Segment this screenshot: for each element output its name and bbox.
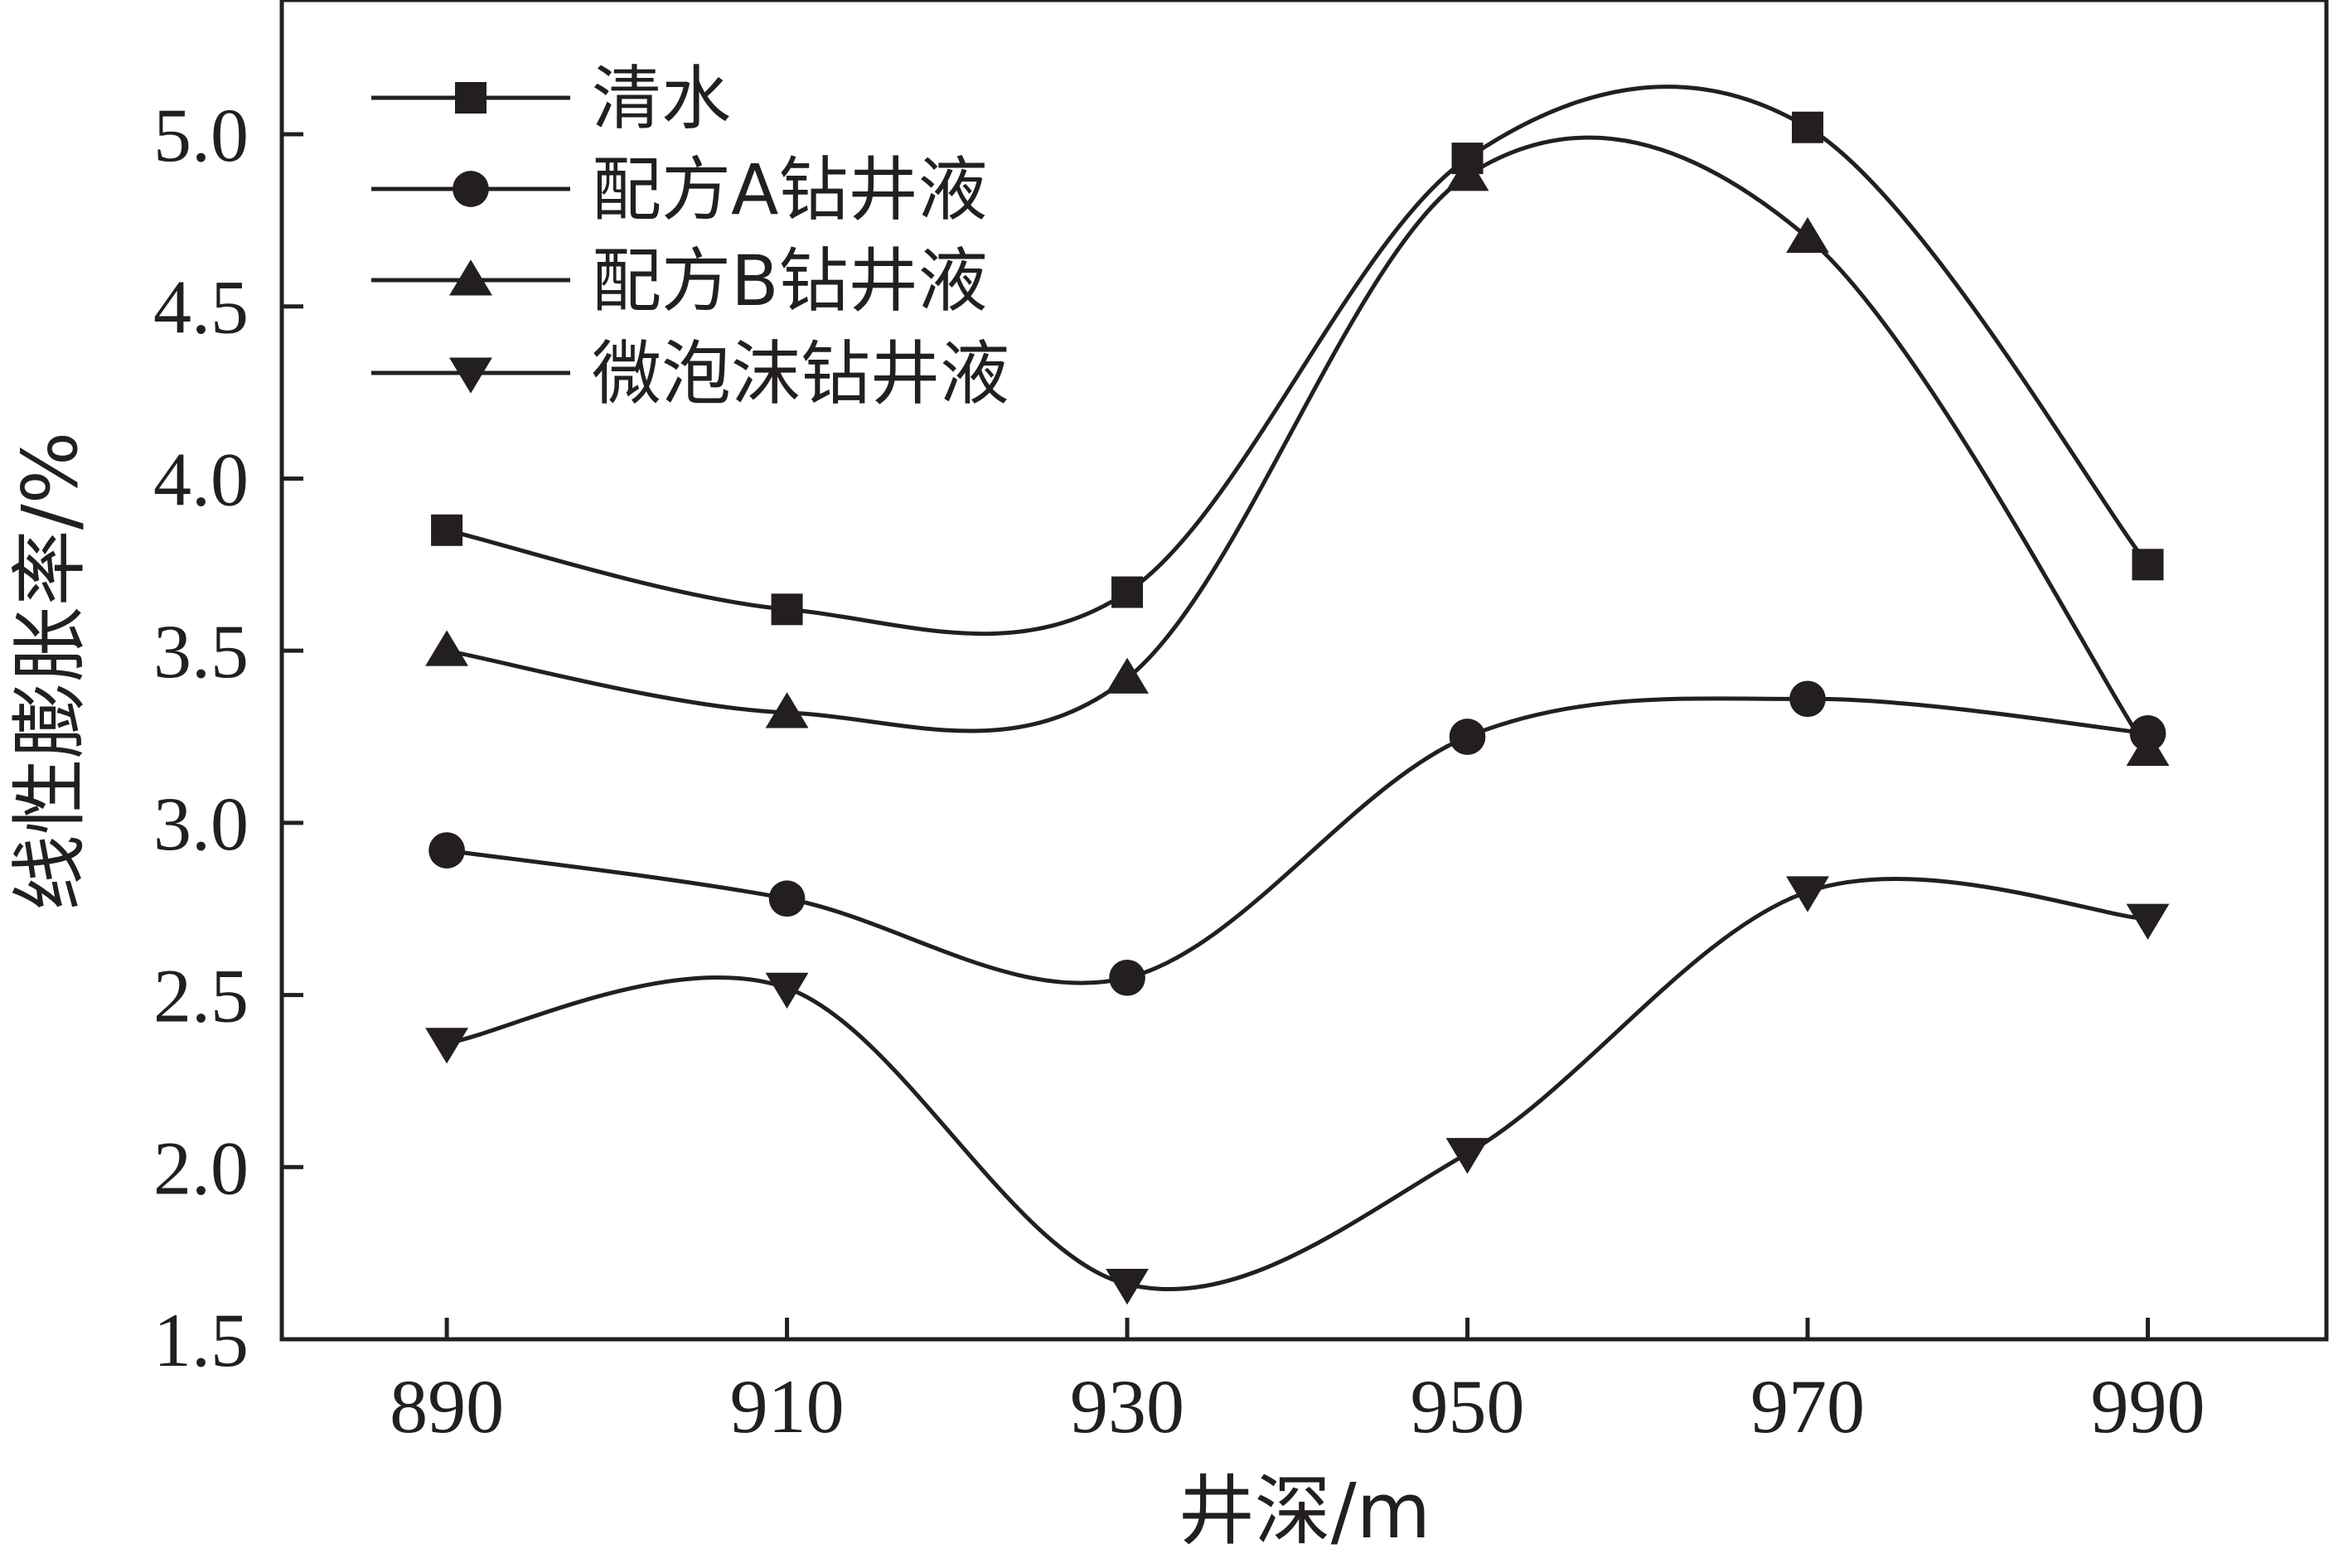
series-markers (425, 111, 2170, 1305)
data-point-square (2132, 549, 2164, 581)
x-tick-label: 970 (1750, 1364, 1865, 1449)
data-point-square (1792, 111, 1824, 143)
data-point-circle (768, 880, 806, 917)
data-point-triangle-up (425, 630, 469, 666)
y-axis: 1.5 2.0 2.5 3.0 3.5 4.0 4.5 5.0 (153, 93, 303, 1382)
data-point-triangle-down (1445, 1138, 1489, 1174)
data-point-triangle-up (1786, 216, 1829, 254)
data-point-triangle-down (1786, 876, 1829, 912)
y-tick-label: 4.0 (153, 437, 249, 521)
data-point-circle (1109, 959, 1145, 996)
y-axis-title: 线性膨胀率/% (6, 432, 94, 911)
data-point-triangle-up (1445, 155, 1489, 191)
y-tick-label: 5.0 (153, 93, 249, 177)
y-tick-label: 1.5 (153, 1298, 249, 1382)
data-point-square (431, 514, 463, 546)
data-point-triangle-up (1106, 657, 1149, 694)
series-line-1 (446, 696, 2148, 985)
y-tick-label: 3.5 (153, 609, 249, 694)
legend-marker-triangle-up (449, 259, 492, 296)
y-tick-label: 4.5 (153, 265, 249, 350)
x-axis-title: 井深/m (1179, 1467, 1431, 1556)
legend-label: 配方B钻井液 (592, 240, 988, 322)
legend-label: 清水 (592, 58, 731, 139)
data-point-triangle-down (1106, 1269, 1149, 1305)
data-point-circle (1789, 680, 1826, 718)
y-tick-label: 2.0 (153, 1125, 249, 1210)
x-tick-label: 990 (2090, 1364, 2205, 1449)
y-tick-label: 3.0 (153, 782, 249, 866)
data-point-triangle-down (425, 1028, 469, 1064)
x-tick-label: 950 (1411, 1364, 1525, 1449)
x-axis: 890 910 930 950 970 990 (390, 1318, 2205, 1449)
data-point-circle (1449, 719, 1486, 755)
data-point-circle (428, 832, 465, 869)
x-tick-label: 910 (730, 1364, 845, 1449)
data-point-triangle-up (765, 692, 809, 728)
x-tick-label: 930 (1070, 1364, 1184, 1449)
legend-label: 微泡沫钻井液 (592, 333, 1009, 414)
legend-label: 配方A钻井液 (592, 149, 987, 230)
data-point-triangle-down (765, 972, 809, 1009)
legend-marker-square (455, 82, 487, 114)
data-point-triangle-down (2126, 903, 2170, 940)
plot-frame (279, 0, 2329, 1342)
legend-marker-circle (453, 171, 489, 207)
data-point-square (771, 593, 803, 626)
data-point-triangle-up (2126, 729, 2170, 767)
x-tick-label: 890 (390, 1364, 504, 1449)
data-point-square (1111, 576, 1144, 608)
series-line-3 (446, 876, 2148, 1291)
y-tick-label: 2.5 (153, 954, 249, 1038)
legend-marker-triangle-down (449, 357, 492, 394)
